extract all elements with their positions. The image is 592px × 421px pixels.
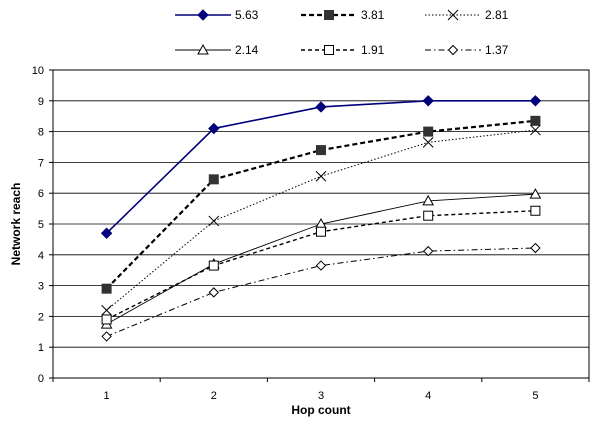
data-point (529, 188, 542, 199)
legend-label: 2.14 (235, 43, 259, 57)
legend-item: 2.81 (425, 8, 509, 22)
data-point (530, 242, 541, 254)
y-tick-label: 7 (38, 157, 44, 169)
legend-marker (324, 10, 334, 20)
legend-item: 1.37 (425, 43, 509, 57)
y-tick-label: 9 (38, 96, 44, 108)
data-point (315, 170, 327, 182)
data-point (100, 227, 113, 239)
legend-marker (447, 9, 459, 21)
legend-marker (197, 43, 209, 55)
series-1.37 (101, 242, 541, 342)
data-point (208, 215, 220, 227)
data-point (423, 210, 434, 221)
legend-marker (197, 9, 209, 21)
data-point (423, 126, 434, 137)
data-point (208, 287, 220, 298)
legend-item: 1.91 (301, 43, 385, 57)
data-point (529, 95, 542, 107)
x-tick-label: 1 (104, 390, 110, 402)
y-tick-label: 3 (38, 281, 44, 293)
y-axis-title: Network reach (9, 183, 23, 266)
data-point (208, 174, 219, 185)
data-point (316, 226, 326, 237)
legend-marker (324, 45, 334, 55)
legend-label: 1.37 (485, 43, 509, 57)
legend-label: 2.81 (485, 8, 509, 22)
data-point (422, 95, 434, 107)
data-point (208, 122, 220, 135)
x-tick-label: 2 (211, 390, 217, 402)
series-line (106, 193, 536, 325)
chart-axes: 0 1 2 3 4 5 6 7 8 9 10 1 2 3 4 5 (32, 65, 590, 402)
chart-legend: 5.63 3.81 2.81 2.14 1.91 1.37 (175, 8, 509, 57)
data-point (101, 304, 112, 316)
legend-label: 3.81 (361, 8, 385, 22)
series-2.81 (101, 124, 541, 316)
y-tick-label: 8 (38, 127, 44, 139)
x-tick-label: 3 (318, 390, 324, 402)
chart-series (100, 95, 542, 342)
data-point (422, 194, 435, 206)
x-tick-label: 5 (532, 390, 538, 402)
x-axis-title: Hop count (291, 403, 350, 417)
legend-label: 5.63 (235, 8, 259, 22)
series-line (106, 100, 536, 234)
y-tick-label: 5 (38, 219, 44, 231)
y-tick-label: 10 (32, 65, 44, 77)
data-point (101, 331, 112, 342)
data-point (530, 205, 541, 216)
y-tick-label: 4 (38, 250, 44, 262)
x-tick-label: 4 (425, 390, 431, 402)
data-point (315, 101, 327, 113)
legend-label: 1.91 (361, 43, 385, 57)
data-point (530, 115, 541, 126)
y-tick-label: 0 (38, 373, 44, 385)
data-point (530, 124, 541, 136)
data-point (422, 245, 434, 257)
y-tick-label: 2 (38, 311, 44, 323)
legend-item: 5.63 (175, 8, 259, 22)
data-point (101, 314, 112, 325)
legend-item: 3.81 (301, 8, 385, 22)
legend-item: 2.14 (175, 43, 259, 57)
legend-marker (447, 44, 459, 56)
data-point (422, 137, 434, 148)
series-2.14 (100, 188, 542, 329)
series-1.91 (101, 205, 541, 325)
data-point (208, 260, 219, 271)
series-3.81 (101, 115, 541, 294)
data-point (101, 283, 112, 294)
series-5.63 (100, 95, 542, 239)
data-point (315, 260, 327, 271)
y-tick-label: 1 (38, 342, 44, 354)
data-point (316, 145, 326, 156)
y-tick-label: 6 (38, 188, 44, 200)
